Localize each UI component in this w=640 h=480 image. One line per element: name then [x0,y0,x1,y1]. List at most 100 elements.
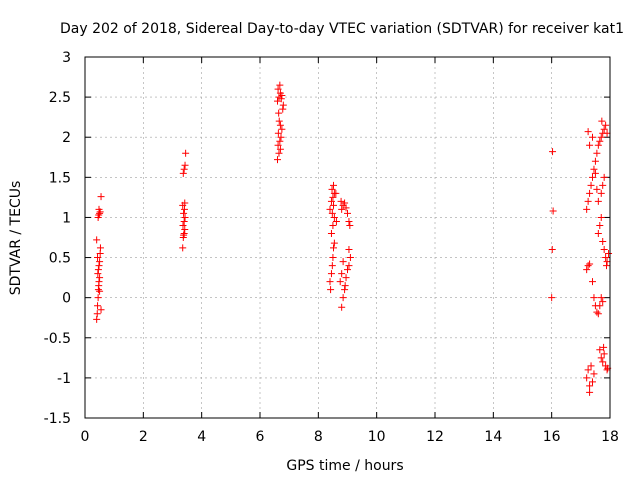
data-point [93,310,101,318]
data-point [96,258,104,266]
data-point [584,197,592,205]
data-point [589,173,596,181]
data-point [181,213,189,221]
data-point [344,266,351,274]
data-point [329,254,337,262]
data-point [329,193,337,201]
x-tick-label: 12 [426,429,444,445]
data-point [596,302,604,310]
y-tick-label: 0.5 [49,251,71,267]
data-point [344,209,351,217]
data-point [276,81,284,89]
data-point [277,133,285,141]
data-point [339,294,347,302]
data-point [95,205,103,213]
data-point [95,278,103,286]
data-point [345,246,353,254]
data-point [274,97,281,105]
data-point [596,221,604,229]
data-point [179,221,187,229]
data-point [330,201,337,209]
data-point [182,149,190,157]
data-point [345,262,353,270]
data-point [275,149,283,157]
data-point [549,207,557,215]
data-point [327,229,335,237]
data-point [589,378,596,386]
y-tick-label: 3 [62,50,71,66]
data-point [274,156,281,164]
data-point [336,278,344,286]
x-axis-label: GPS time / hours [286,458,403,474]
x-tick-label: 6 [256,429,265,445]
data-point [338,270,346,278]
grid [85,57,610,418]
data-point [583,374,591,382]
data-point [599,181,607,189]
y-tick-label: 1 [62,210,71,226]
data-point [597,133,605,141]
data-point [96,274,104,282]
data-point [180,231,188,239]
data-point [330,181,337,189]
data-point [602,121,610,129]
data-point [583,205,591,213]
data-point [590,294,598,302]
data-point [590,165,598,173]
data-point [330,239,338,247]
y-tick-label: -1.5 [44,411,71,427]
data-point [275,117,283,125]
data-point [600,173,608,181]
data-point [593,185,601,193]
data-point [584,366,592,374]
data-point [180,205,188,213]
data-points [93,81,613,396]
data-point [94,270,102,278]
data-point [600,125,608,133]
data-point [586,141,594,149]
data-point [93,236,101,244]
y-tick-label: 1.5 [49,170,71,186]
data-point [605,250,613,258]
data-point [180,217,188,225]
y-tick-label: -0.5 [44,331,71,347]
data-point [599,238,607,246]
data-point [584,262,592,270]
data-point [346,254,354,262]
data-point [328,262,336,270]
data-point [328,209,336,217]
data-point [179,244,187,252]
data-point [274,85,282,93]
data-point [596,137,604,145]
x-tick-label: 2 [139,429,148,445]
data-point [279,105,287,113]
data-point [589,133,596,141]
data-point [584,128,592,136]
data-point [93,315,101,323]
data-point [330,244,337,252]
data-point [594,197,602,205]
data-point [549,148,557,156]
y-tick-label: 0 [62,291,71,307]
data-point [180,229,188,237]
data-point [591,169,599,177]
data-point [597,189,605,197]
axis-ticks [84,56,611,419]
data-point [602,254,610,262]
data-point [328,185,336,193]
data-point [338,303,346,311]
data-point [548,294,556,302]
data-point [341,282,349,290]
data-point [332,189,340,197]
data-point [342,274,350,282]
data-point [274,129,282,137]
data-point [94,294,102,302]
data-point [583,266,591,274]
data-point [97,306,105,314]
data-point [593,149,601,157]
data-point [594,229,602,237]
data-point [593,308,601,316]
data-point [179,169,187,177]
data-point [586,382,594,390]
